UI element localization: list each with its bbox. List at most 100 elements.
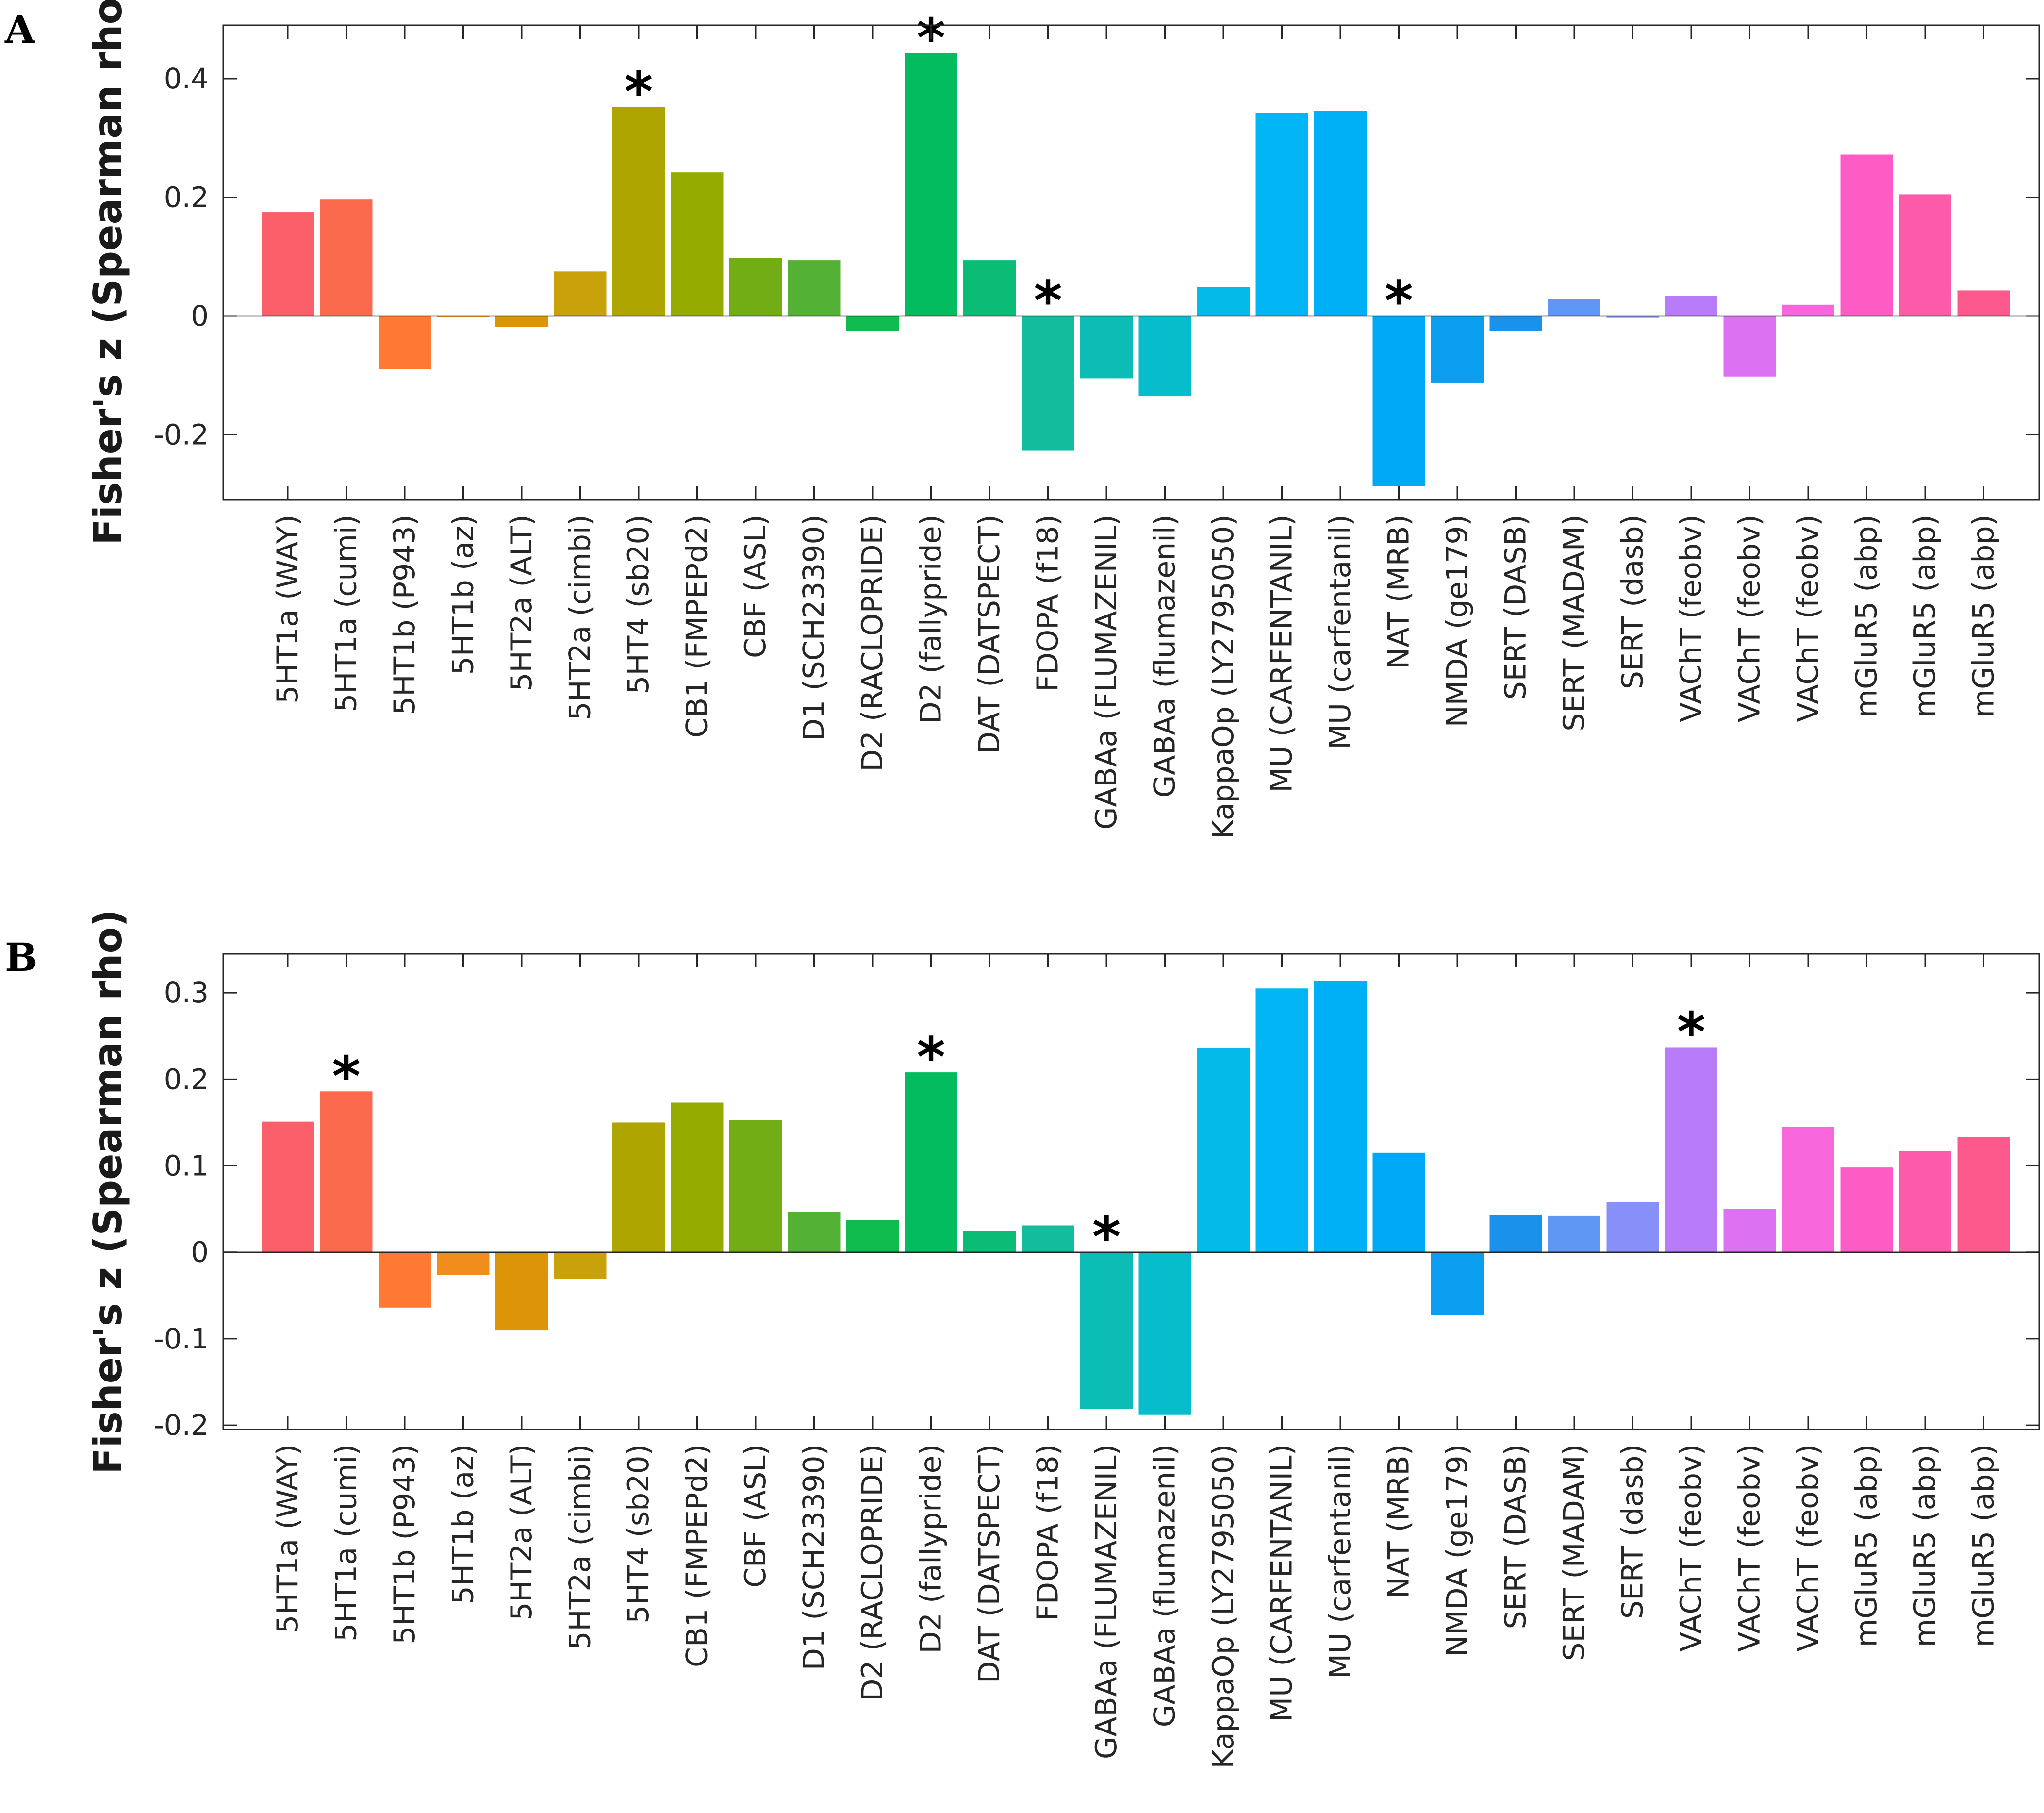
category-label: mGluR5 (abp) [1967,515,2001,717]
y-tick-label: 0 [191,1236,209,1269]
bar [1372,316,1425,486]
bar [320,199,373,316]
chart-panel-b: B Fisher's z (Spearman rho) -0.2 -0.1 0 0.1 0.… [5,909,2040,1769]
chart-panel-a: A Fisher's z (Spearman rho) -0.2 0 0.2 0.4 * * *… [4,0,2040,839]
category-label: 5HT1a (WAY) [271,515,305,704]
category-label: D2 (fallypride) [914,1444,948,1653]
bar [1899,194,1951,316]
category-label: VAChT (feobv) [1791,515,1825,722]
bar [963,260,1016,316]
category-label: D2 (RACLOPRIDE) [856,515,890,772]
bar [1138,316,1191,397]
category-label: VAChT (feobv) [1791,1444,1825,1652]
y-tick-label: -0.1 [154,1322,209,1355]
bar [963,1231,1016,1252]
category-label: mGluR5 (abp) [1850,515,1884,717]
category-label: KappaOp (LY2795050) [1206,515,1240,839]
category-label: NMDA (ge179) [1440,1444,1474,1657]
significance-star: * [625,61,653,124]
category-label: 5HT1b (az) [446,515,480,675]
significance-star: * [917,1026,945,1089]
panel-letter: A [4,6,35,52]
category-label: NAT (MRB) [1382,1444,1416,1598]
bar [1255,113,1308,316]
bar [1197,1048,1250,1252]
category-label: 5HT1b (az) [446,1444,480,1604]
bar [554,1252,607,1279]
bar [1548,299,1600,316]
y-tick-label: 0.2 [164,181,209,214]
category-label: mGluR5 (abp) [1850,1444,1884,1647]
significance-star: * [1034,270,1062,333]
category-label: 5HT2a (ALT) [505,515,539,691]
category-label: SERT (dasb) [1616,1444,1650,1619]
category-label: FDOPA (f18) [1031,515,1065,692]
bar [1957,1137,2010,1252]
category-label: KappaOp (LY2795050) [1206,1444,1240,1769]
bar [1372,1152,1425,1252]
category-label: VAChT (feobv) [1674,515,1708,722]
category-label: SERT (DASB) [1499,515,1533,699]
bar [495,1252,548,1331]
bar [788,1211,841,1252]
category-label: 5HT1a (cumi) [330,1444,363,1642]
category-label: VAChT (feobv) [1674,1444,1708,1652]
significance-star: * [1677,1001,1706,1064]
y-tick-label: -0.2 [154,1409,209,1442]
category-label: GABAa (flumazenil) [1148,1444,1182,1727]
category-label: MU (carfentanil) [1323,515,1357,749]
category-label: SERT (MADAM) [1557,1444,1591,1661]
category-label: SERT (MADAM) [1557,515,1591,732]
category-label: DAT (DATSPECT) [973,515,1006,754]
y-tick-label: -0.2 [154,418,209,451]
y-tick-label: 0.4 [164,62,209,95]
category-label: GABAa (FLUMAZENIL) [1089,1444,1123,1759]
bar [1489,316,1542,331]
category-label: FDOPA (f18) [1031,1444,1065,1621]
bar [262,212,314,316]
category-label: 5HT1b (P943) [388,515,422,715]
category-label: CB1 (FMPEPd2) [680,1444,714,1667]
category-label: D1 (SCH23390) [797,1444,831,1670]
bar [437,1252,490,1275]
bar [1255,988,1308,1252]
significance-star: * [1385,270,1413,333]
bar [671,1102,724,1252]
bar [1022,316,1074,451]
category-label: 5HT1a (cumi) [330,515,363,712]
category-label: NMDA (ge179) [1440,515,1474,727]
category-label: 5HT1b (P943) [388,1444,422,1645]
bar [612,107,665,316]
bar [554,271,607,316]
y-tick-label: 0.3 [164,976,209,1009]
category-label: MU (CARFENTANIL) [1265,515,1299,793]
significance-star: * [1092,1206,1121,1269]
category-label: MU (CARFENTANIL) [1265,1444,1299,1722]
y-tick-label: 0.2 [164,1063,209,1096]
significance-star: * [332,1045,361,1108]
panel-letter: B [5,934,38,980]
category-label: VAChT (feobv) [1733,1444,1767,1652]
bar [846,316,899,331]
bar [1431,1252,1484,1315]
category-label: 5HT2a (cimbi) [563,1444,597,1650]
bar [1138,1252,1191,1415]
bar [1314,981,1367,1252]
category-label: VAChT (feobv) [1733,515,1767,722]
bar [262,1121,314,1252]
category-label: 5HT2a (cimbi) [563,515,597,720]
bar [1080,1252,1133,1409]
bar [612,1122,665,1252]
y-tick-label: 0 [191,299,209,333]
y-axis-label: Fisher's z (Spearman rho) [85,909,131,1474]
plot-frame [222,24,2040,501]
category-label: GABAa (flumazenil) [1148,515,1182,798]
bar [1723,316,1776,377]
bar [1022,1225,1074,1252]
category-label: CB1 (FMPEPd2) [680,515,714,738]
bar [1840,1167,1893,1252]
bar [729,1120,782,1252]
category-label: MU (carfentanil) [1323,1444,1357,1679]
category-label: GABAa (FLUMAZENIL) [1089,515,1123,830]
